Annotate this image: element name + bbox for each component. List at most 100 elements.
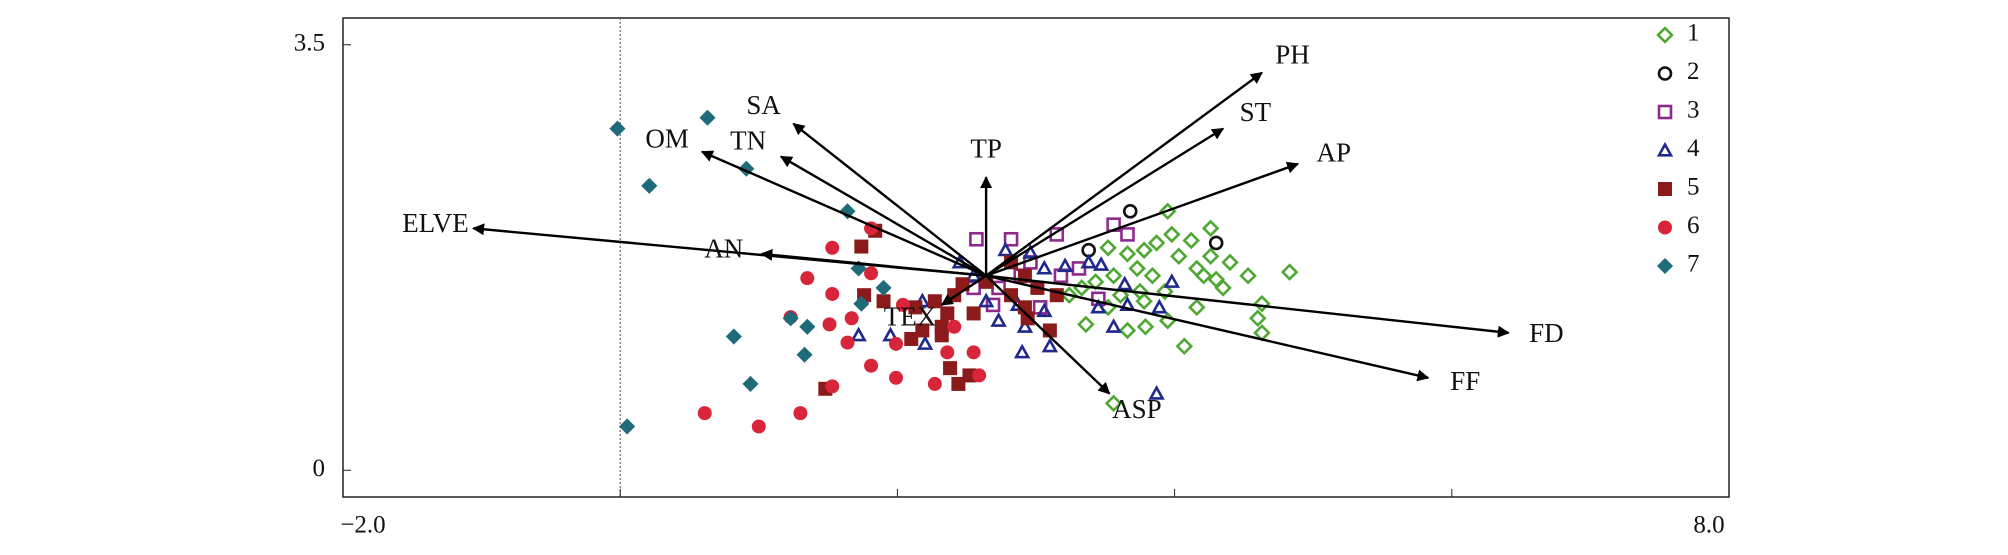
point xyxy=(908,300,923,315)
legend-label: 3 xyxy=(1687,97,1700,124)
legend-label: 2 xyxy=(1687,58,1700,85)
point xyxy=(1188,298,1206,317)
point xyxy=(1104,266,1123,285)
point xyxy=(742,375,759,392)
point xyxy=(825,286,840,301)
point xyxy=(889,370,904,385)
vector-arrow xyxy=(792,122,987,277)
legend-label: 4 xyxy=(1687,135,1700,162)
point xyxy=(1128,259,1146,278)
point xyxy=(947,319,962,334)
point xyxy=(864,358,879,373)
point xyxy=(1080,253,1097,269)
legend-label: 1 xyxy=(1687,20,1700,47)
series xyxy=(1081,204,1224,258)
point xyxy=(782,310,799,327)
point xyxy=(1119,296,1136,312)
point xyxy=(927,294,942,309)
point xyxy=(822,317,837,332)
vector-arrow xyxy=(760,248,987,277)
point xyxy=(1036,259,1053,275)
point xyxy=(854,239,869,254)
point xyxy=(641,177,658,194)
point xyxy=(895,297,910,312)
point xyxy=(619,418,636,435)
vector-label: FD xyxy=(1529,318,1564,348)
point xyxy=(969,231,984,247)
vector-arrow xyxy=(985,274,1111,395)
point xyxy=(934,319,949,334)
point xyxy=(1118,321,1137,340)
vector-label: AN xyxy=(704,234,743,264)
point xyxy=(876,294,891,309)
point xyxy=(927,376,942,391)
vector-label: TEX xyxy=(884,301,937,331)
point xyxy=(793,406,808,421)
point xyxy=(800,271,815,286)
point xyxy=(1022,243,1039,259)
point xyxy=(1020,311,1035,326)
point xyxy=(1182,231,1200,250)
point xyxy=(1077,315,1095,334)
legend-marker xyxy=(1657,104,1673,120)
point xyxy=(977,292,995,308)
point xyxy=(1156,282,1174,301)
series xyxy=(609,109,892,435)
point xyxy=(1092,256,1110,271)
point xyxy=(1239,266,1257,285)
vector-arrow xyxy=(940,274,987,306)
point xyxy=(725,328,742,345)
vector-label: TP xyxy=(970,133,1002,163)
point xyxy=(1221,253,1239,272)
point xyxy=(1147,234,1166,252)
vector-label: ELVE xyxy=(402,208,469,238)
point xyxy=(915,323,930,338)
point xyxy=(1148,384,1165,400)
point xyxy=(796,346,813,363)
plot-frame xyxy=(342,17,1730,498)
point xyxy=(940,345,955,360)
point xyxy=(1041,337,1059,353)
point xyxy=(1135,292,1153,311)
point xyxy=(1201,219,1220,238)
point xyxy=(1194,266,1213,285)
point xyxy=(1163,225,1181,244)
point xyxy=(1163,273,1181,288)
vector-label: PH xyxy=(1275,39,1310,69)
point xyxy=(1118,245,1137,263)
point xyxy=(875,279,892,296)
point xyxy=(1170,247,1188,266)
point xyxy=(850,326,867,342)
point xyxy=(940,306,955,321)
series xyxy=(1060,202,1299,413)
point xyxy=(951,376,966,391)
vector-arrow xyxy=(985,274,1510,338)
point xyxy=(1143,266,1162,285)
point xyxy=(1201,247,1220,266)
vector-arrow xyxy=(985,71,1263,277)
point xyxy=(1253,294,1271,313)
vector-arrow xyxy=(700,150,987,277)
vector-label: SA xyxy=(746,90,781,120)
legend-label: 5 xyxy=(1687,174,1700,201)
vector-arrow xyxy=(985,274,1430,382)
point xyxy=(1175,337,1194,355)
point xyxy=(972,368,987,383)
point xyxy=(1013,343,1031,359)
vector-label: AP xyxy=(1316,137,1351,167)
point xyxy=(697,406,712,421)
point xyxy=(962,368,977,383)
point xyxy=(853,295,870,312)
point xyxy=(1104,394,1123,413)
point xyxy=(1135,241,1153,259)
legend-marker xyxy=(1656,257,1674,275)
point xyxy=(1105,318,1122,333)
legend-marker xyxy=(1658,220,1672,235)
vector-arrow xyxy=(985,161,1300,277)
point xyxy=(966,306,981,321)
point xyxy=(1120,227,1135,242)
x-tick-label: 8.0 xyxy=(1693,512,1724,539)
point xyxy=(943,361,958,376)
point xyxy=(1056,257,1074,273)
